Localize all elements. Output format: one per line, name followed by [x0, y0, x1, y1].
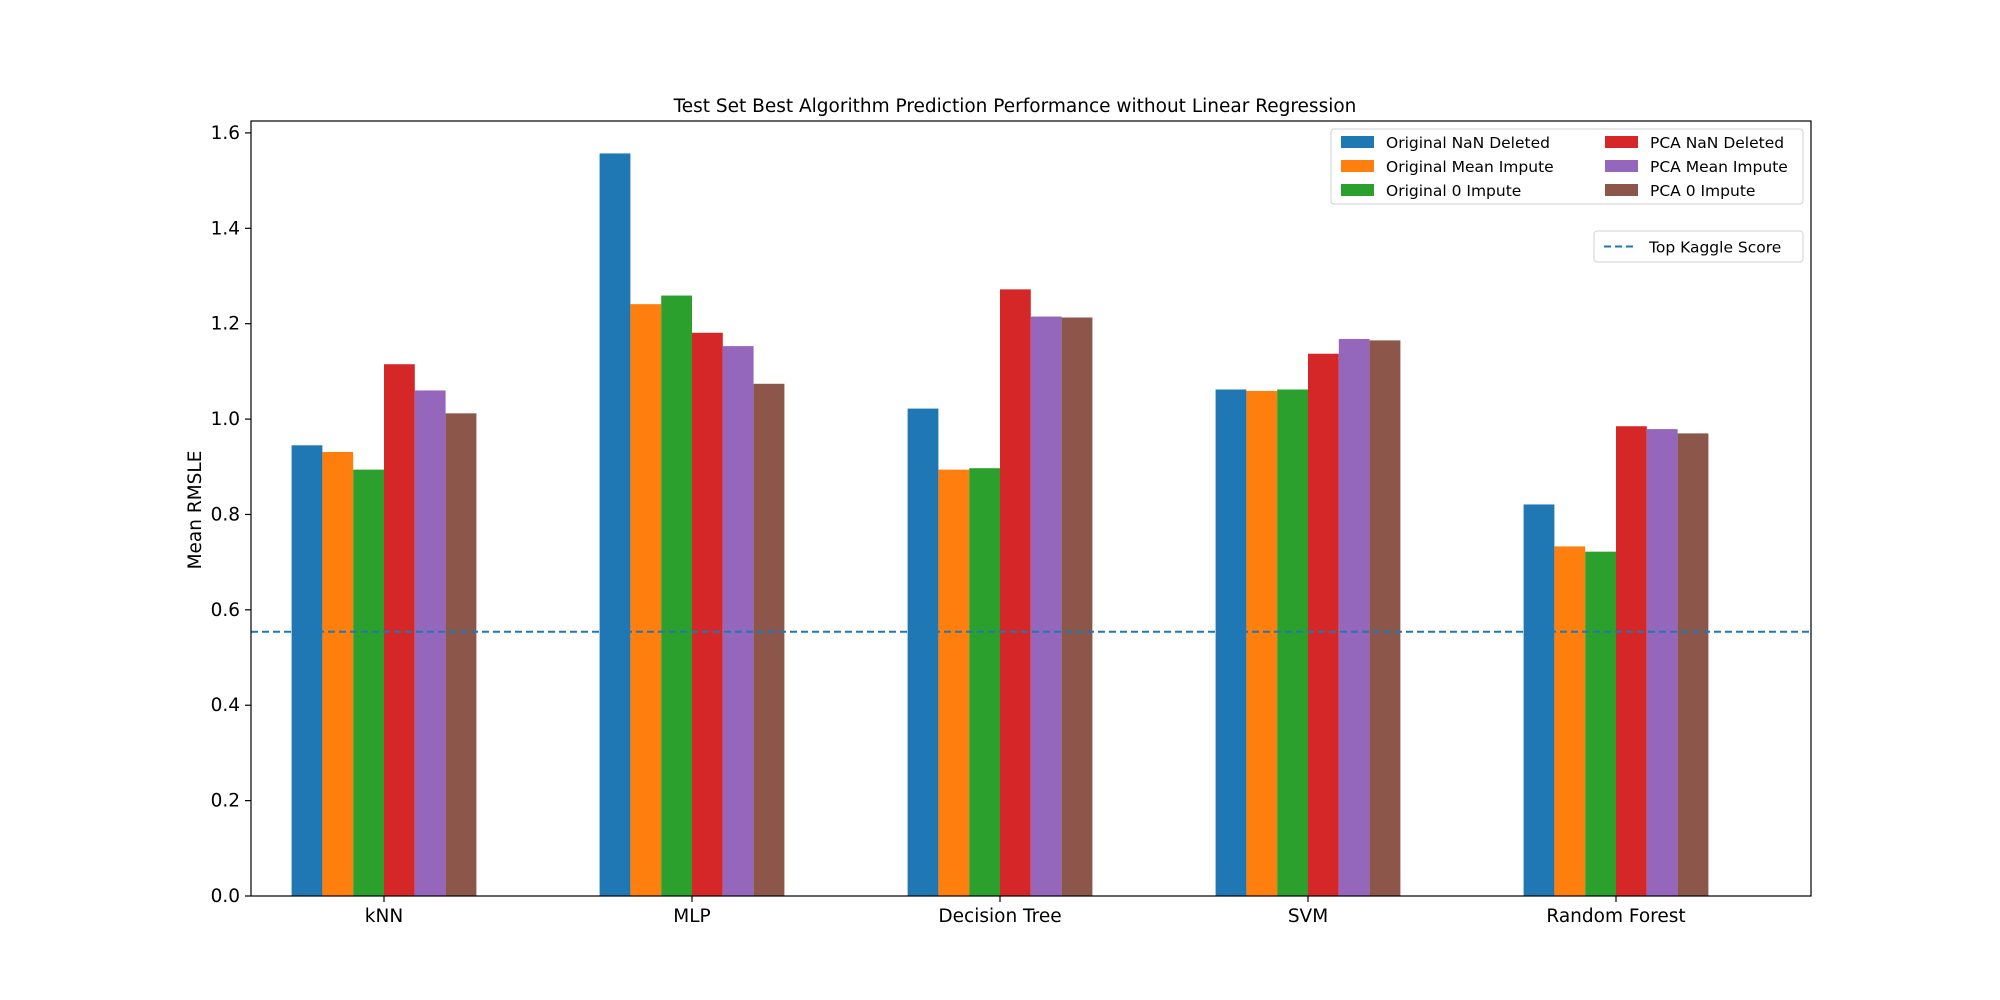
bar	[1616, 426, 1647, 896]
legend-swatch	[1605, 184, 1638, 196]
bar	[1554, 546, 1586, 896]
y-tick-label: 0.8	[211, 504, 240, 525]
bar	[1061, 317, 1093, 896]
bar	[384, 364, 415, 896]
x-tick-label: SVM	[1288, 906, 1328, 927]
bar	[445, 413, 477, 896]
legend-label: Original NaN Deleted	[1386, 134, 1550, 152]
legend-swatch	[1341, 136, 1374, 148]
legend-label: PCA 0 Impute	[1650, 182, 1755, 200]
axes-layer: 0.0 0.2 0.4 0.6 0.8 1.0 1.2 1.4 1.6 kNN MLP Decisio…	[211, 120, 1812, 927]
bar	[1246, 390, 1278, 896]
plot-frame	[250, 120, 1812, 897]
legend-label: PCA NaN Deleted	[1650, 134, 1784, 152]
legend-label: Original 0 Impute	[1386, 182, 1521, 200]
bar	[291, 445, 323, 896]
legend-box	[1593, 230, 1804, 263]
y-tick-label: 1.0	[211, 409, 240, 430]
y-tick-label: 1.6	[211, 123, 240, 144]
bar	[907, 408, 939, 896]
bar	[969, 468, 1000, 896]
x-tick-label: Decision Tree	[938, 906, 1061, 927]
bar	[1646, 429, 1678, 896]
bar	[1308, 353, 1339, 896]
bar	[938, 469, 970, 896]
bar	[1369, 340, 1401, 896]
legend-swatch	[1341, 160, 1374, 172]
bar	[322, 451, 354, 896]
bar	[1215, 389, 1247, 896]
y-tick-label: 1.4	[211, 218, 240, 239]
bar	[1000, 289, 1031, 896]
bar	[1338, 338, 1370, 896]
bar	[692, 332, 723, 896]
x-tick-label: MLP	[673, 906, 710, 927]
legend-label: PCA Mean Impute	[1650, 158, 1788, 176]
bar	[661, 295, 692, 896]
bar	[353, 469, 384, 896]
bar	[722, 346, 754, 897]
bar	[1585, 551, 1616, 896]
legend-swatch	[1605, 160, 1638, 172]
y-axis-label: Mean RMSLE	[185, 451, 206, 570]
bar	[1677, 433, 1709, 896]
bar	[414, 390, 446, 896]
y-tick-label: 0.6	[211, 600, 240, 621]
x-tick-label: Random Forest	[1546, 906, 1685, 927]
bar	[1277, 389, 1308, 896]
y-tick-label: 0.0	[211, 886, 240, 907]
legend-label: Top Kaggle Score	[1648, 239, 1781, 257]
bars-layer	[291, 153, 1709, 897]
y-tick-label: 0.2	[211, 791, 240, 812]
x-tick-label: kNN	[365, 906, 403, 927]
bar	[630, 304, 662, 897]
bar	[1030, 316, 1062, 896]
legend-swatch	[1341, 184, 1374, 196]
reference-legend: Top Kaggle Score	[1593, 230, 1804, 263]
bar	[1523, 504, 1555, 896]
legend-label: Original Mean Impute	[1386, 158, 1554, 176]
legend-swatch	[1605, 136, 1638, 148]
y-tick-label: 1.2	[211, 314, 240, 335]
bar	[753, 383, 785, 896]
series-legend: Original NaN Deleted Original Mean Impute…	[1330, 128, 1804, 205]
legend-box	[1330, 128, 1804, 205]
y-tick-label: 0.4	[211, 695, 240, 716]
bar	[599, 153, 631, 896]
chart-title: Test Set Best Algorithm Prediction Perfo…	[673, 96, 1357, 117]
